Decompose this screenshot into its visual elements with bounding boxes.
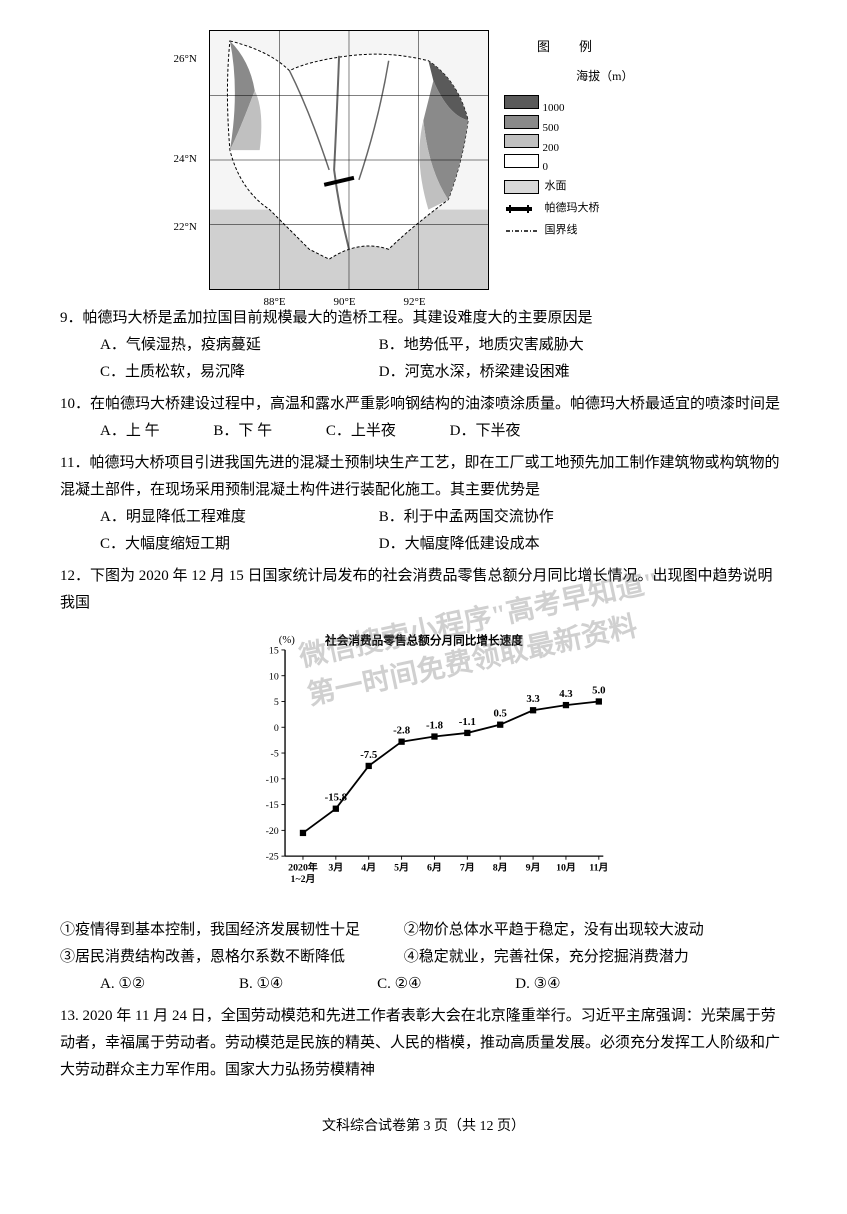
q12-opt-c: C. ②④ — [377, 971, 421, 998]
lat-label-0: 26°N — [174, 50, 197, 70]
svg-text:2020年: 2020年 — [288, 860, 318, 873]
map-wrapper: 26°N 24°N 22°N 88°E 90°E 92°E 图 例 海拔（m） … — [209, 30, 639, 290]
legend-subtitle: 海拔（m） — [504, 66, 634, 88]
q12-text: 12．下图为 2020 年 12 月 15 日国家统计局发布的社会消费品零售总额… — [60, 563, 787, 617]
q10-opt-d: D．下半夜 — [450, 418, 521, 445]
svg-text:-7.5: -7.5 — [360, 749, 377, 761]
map-legend: 图 例 海拔（m） 1000 500 200 0 水面 帕德玛大桥 国界线 — [499, 30, 639, 290]
svg-text:-1.1: -1.1 — [458, 716, 475, 728]
page-footer: 文科综合试卷第 3 页（共 12 页） — [60, 1114, 787, 1139]
q12-opt-b: B. ①④ — [239, 971, 283, 998]
q12-s3: ③居民消费结构改善，恩格尔系数不断降低 — [60, 944, 400, 971]
svg-text:0: 0 — [273, 723, 278, 734]
svg-text:9月: 9月 — [525, 861, 540, 873]
q12-statements: ①疫情得到基本控制，我国经济发展韧性十足 ②物价总体水平趋于稳定，没有出现较大波… — [60, 917, 787, 998]
legend-title: 图 例 — [504, 35, 634, 58]
q12-opt-d: D. ③④ — [515, 971, 560, 998]
svg-text:-25: -25 — [265, 852, 278, 863]
q10-opt-a: A．上 午 — [100, 418, 160, 445]
svg-text:3.3: 3.3 — [526, 693, 539, 705]
q12-opt-a: A. ①② — [100, 971, 145, 998]
lon-label-0: 88°E — [264, 293, 286, 313]
lon-label-1: 90°E — [334, 293, 356, 313]
question-13: 13. 2020 年 11 月 24 日，全国劳动模范和先进工作者表彰大会在北京… — [60, 1003, 787, 1084]
svg-text:1~2月: 1~2月 — [290, 873, 315, 885]
q9-opt-d: D．河宽水深，桥梁建设困难 — [379, 359, 570, 386]
q10-opt-b: B．下 午 — [213, 418, 272, 445]
svg-text:10: 10 — [268, 671, 278, 682]
svg-text:4月: 4月 — [361, 861, 376, 873]
lat-label-1: 24°N — [174, 150, 197, 170]
svg-text:10月: 10月 — [556, 861, 576, 873]
svg-text:-15: -15 — [265, 800, 278, 811]
svg-text:-5: -5 — [270, 749, 278, 760]
q13-text: 13. 2020 年 11 月 24 日，全国劳动模范和先进工作者表彰大会在北京… — [60, 1003, 787, 1084]
chart-ylabel: (%) — [278, 634, 295, 646]
svg-text:3月: 3月 — [328, 861, 343, 873]
lat-label-2: 22°N — [174, 218, 197, 238]
map-container: 26°N 24°N 22°N 88°E 90°E 92°E 图 例 海拔（m） … — [60, 30, 787, 290]
svg-text:-1.8: -1.8 — [425, 719, 443, 731]
svg-text:-10: -10 — [265, 774, 278, 785]
q10-opt-c: C．上半夜 — [326, 418, 396, 445]
q9-opt-c: C．土质松软，易沉降 — [100, 359, 340, 386]
q10-text: 10．在帕德玛大桥建设过程中，高温和露水严重影响钢结构的油漆喷涂质量。帕德玛大桥… — [60, 391, 787, 418]
svg-text:5.0: 5.0 — [592, 684, 605, 696]
elevation-scale: 1000 500 200 0 — [504, 92, 634, 171]
svg-text:-15.8: -15.8 — [324, 792, 347, 804]
q11-opt-b: B．利于中孟两国交流协作 — [379, 504, 554, 531]
growth-chart: (%) 社会消费品零售总额分月同比增长速度 15 10 5 0 -5 -10 -15 -20 -… — [214, 632, 634, 892]
q11-opt-a: A．明显降低工程难度 — [100, 504, 340, 531]
q12-s4: ④稳定就业，完善社保，充分挖掘消费潜力 — [404, 949, 689, 965]
chart-title: 社会消费品零售总额分月同比增长速度 — [324, 634, 523, 648]
question-11: 11．帕德玛大桥项目引进我国先进的混凝土预制块生产工艺，即在工厂或工地预先加工制… — [60, 450, 787, 558]
lon-label-2: 92°E — [404, 293, 426, 313]
map-figure — [209, 30, 489, 290]
q11-opt-c: C．大幅度缩短工期 — [100, 531, 340, 558]
question-10: 10．在帕德玛大桥建设过程中，高温和露水严重影响钢结构的油漆喷涂质量。帕德玛大桥… — [60, 391, 787, 445]
q11-opt-d: D．大幅度降低建设成本 — [379, 531, 540, 558]
q12-s2: ②物价总体水平趋于稳定，没有出现较大波动 — [404, 922, 704, 938]
svg-text:15: 15 — [268, 646, 278, 657]
svg-text:-2.8: -2.8 — [393, 725, 411, 737]
svg-text:0.5: 0.5 — [493, 708, 506, 720]
svg-text:11月: 11月 — [589, 861, 608, 873]
chart-container: (%) 社会消费品零售总额分月同比增长速度 15 10 5 0 -5 -10 -15 -20 -… — [60, 632, 787, 902]
q9-opt-a: A．气候湿热，疫病蔓延 — [100, 332, 340, 359]
q12-s1: ①疫情得到基本控制，我国经济发展韧性十足 — [60, 917, 400, 944]
svg-text:7月: 7月 — [459, 861, 474, 873]
question-9: 9．帕德玛大桥是孟加拉国目前规模最大的造桥工程。其建设难度大的主要原因是 A．气… — [60, 305, 787, 386]
q9-opt-b: B．地势低平，地质灾害威胁大 — [379, 332, 584, 359]
question-12: 12．下图为 2020 年 12 月 15 日国家统计局发布的社会消费品零售总额… — [60, 563, 787, 617]
svg-text:5: 5 — [273, 697, 278, 708]
svg-text:6月: 6月 — [427, 861, 442, 873]
svg-text:5月: 5月 — [394, 861, 409, 873]
svg-text:-20: -20 — [265, 826, 278, 837]
svg-text:4.3: 4.3 — [559, 688, 572, 700]
svg-text:8月: 8月 — [492, 861, 507, 873]
q11-text: 11．帕德玛大桥项目引进我国先进的混凝土预制块生产工艺，即在工厂或工地预先加工制… — [60, 450, 787, 504]
